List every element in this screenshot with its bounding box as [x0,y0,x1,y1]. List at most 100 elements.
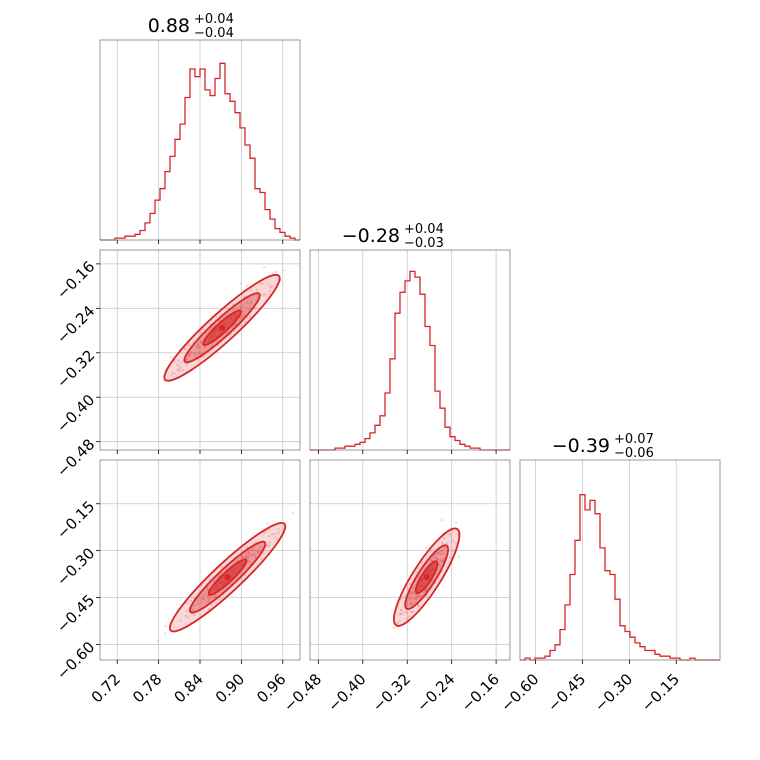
sample-point [241,556,244,559]
sample-point [209,596,213,599]
sample-point [178,366,181,370]
x-tick-label: 0.84 [170,670,206,706]
sample-point [268,541,272,544]
sample-point [244,310,247,313]
sample-point [253,556,257,559]
contour-peak [423,574,430,581]
sample-point [400,609,403,612]
title-err-minus-1: −0.04 [194,26,234,41]
histogram-2 [310,270,510,451]
sample-point [244,306,248,309]
sample-point [242,556,245,560]
sample-point [282,269,285,272]
sample-point [416,593,419,597]
sample-point [229,583,232,586]
x-tick-label: −0.48 [280,670,325,715]
sample-point [210,604,213,607]
sample-point [173,372,176,375]
sample-point [411,610,415,614]
sample-point [262,531,266,534]
sample-point [241,315,244,318]
sample-point [201,594,205,598]
sample-point [246,556,250,560]
sample-point [199,341,203,344]
sample-point [208,578,211,581]
sample-point [436,553,439,556]
sample-point [196,602,199,606]
sample-point [251,553,255,556]
sample-point [194,355,197,358]
sample-point [247,308,250,311]
sample-point [449,556,452,560]
sample-point [273,533,276,536]
sample-point [195,344,198,347]
sample-point [246,316,249,319]
sample-point [239,304,242,308]
sample-point [193,614,196,617]
y-tick-label: −0.15 [53,497,98,542]
sample-point [201,328,204,331]
sample-point [439,553,442,556]
sample-point [440,559,443,563]
sample-point [200,598,204,601]
sample-point [420,561,424,565]
sample-point [241,310,244,313]
sample-point [262,265,266,269]
sample-point [273,536,276,539]
x-tick-label: 0.90 [212,670,248,706]
sample-point [415,596,418,599]
sample-point [247,552,250,555]
sample-point [414,596,417,599]
sample-point [247,551,250,554]
sample-point [239,282,242,285]
sample-point [242,303,245,306]
sample-point [246,554,249,557]
sample-point [401,612,404,616]
x-tick-label: −0.32 [369,670,414,715]
title-err-plus-1: +0.04 [194,12,234,27]
sample-point [243,313,246,317]
sample-point [250,300,253,304]
sample-point [240,305,243,309]
sample-point [248,552,252,556]
sample-point [214,596,217,599]
sample-point [248,314,252,318]
sample-point [448,532,451,535]
sample-point [269,286,272,289]
sample-point [261,293,264,297]
sample-point [405,617,409,621]
sample-point [234,322,237,326]
x-tick-label: −0.45 [544,670,589,715]
sample-point [260,558,264,561]
sample-point [190,351,193,354]
sample-point [392,626,395,630]
sample-point [202,355,205,358]
sample-point [424,589,428,592]
sample-point [455,542,458,545]
sample-point [199,341,202,344]
sample-point [411,610,415,613]
sample-point [426,587,429,590]
sample-point [253,307,257,310]
sample-point [414,597,418,600]
sample-point [214,595,217,599]
sample-point [409,600,413,603]
sample-point [429,549,432,552]
sample-point [185,359,189,362]
sample-point [262,552,265,555]
sample-point [415,598,418,601]
sample-point [440,518,444,522]
sample-point [212,580,215,583]
histogram-3 [520,494,720,661]
sample-point [245,285,249,288]
sample-point [441,542,444,546]
sample-point [424,589,427,592]
sample-point [233,323,237,327]
sample-point [209,599,212,602]
sample-point [415,595,418,598]
sample-point [439,564,442,567]
sample-point [266,522,269,525]
sample-point [163,632,167,635]
sample-point [410,592,413,596]
sample-point [291,511,294,515]
